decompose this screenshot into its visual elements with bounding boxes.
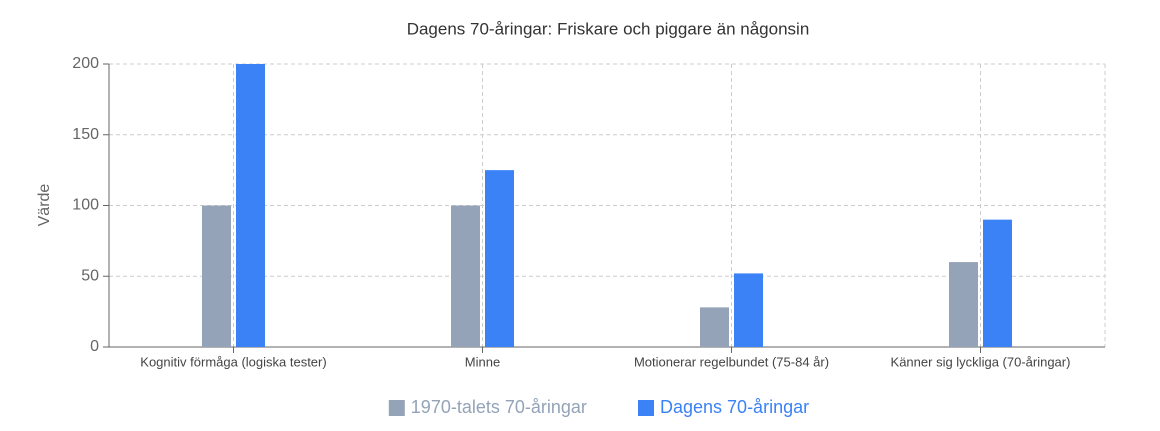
legend-swatch	[388, 400, 405, 416]
y-tick-label: 0	[90, 338, 99, 355]
x-tick-label: Känner sig lyckliga (70-åringar)	[891, 354, 1071, 369]
x-tick-label: Kognitiv förmåga (logiska tester)	[140, 354, 326, 369]
legend-label: 1970-talets 70-åringar	[411, 397, 587, 417]
bar	[485, 170, 514, 347]
bar	[451, 205, 480, 347]
bar	[236, 64, 265, 347]
x-tick-label: Motionerar regelbundet (75-84 år)	[634, 354, 829, 369]
y-tick-label: 100	[72, 197, 99, 214]
bar	[983, 219, 1012, 347]
bar	[949, 262, 978, 347]
legend-swatch	[638, 400, 654, 416]
bar	[734, 273, 763, 347]
bar	[202, 205, 231, 347]
y-tick-label: 200	[72, 55, 99, 72]
y-axis-label: Värde	[36, 184, 53, 227]
y-tick-label: 150	[72, 126, 99, 143]
x-tick-label: Minne	[465, 354, 500, 369]
bar	[700, 307, 729, 347]
y-tick-label: 50	[81, 267, 99, 284]
legend-label: Dagens 70-åringar	[660, 397, 809, 417]
chart-title: Dagens 70-åringar: Friskare och piggare …	[407, 19, 810, 38]
